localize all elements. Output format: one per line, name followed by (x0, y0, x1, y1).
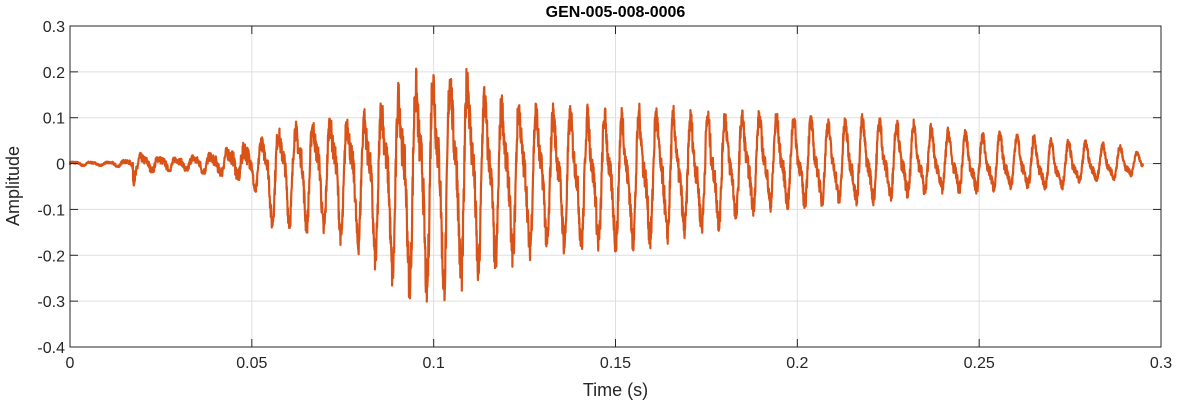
x-axis-label: Time (s) (583, 380, 648, 400)
x-tick-label: 0.25 (964, 355, 995, 372)
y-tick-label: -0.2 (37, 248, 65, 265)
x-tick-label: 0.05 (236, 355, 267, 372)
y-tick-label: 0.1 (43, 111, 65, 128)
x-tick-label: 0.1 (423, 355, 445, 372)
x-tick-label: 0.3 (1150, 355, 1172, 372)
y-tick-label: 0.2 (43, 65, 65, 82)
chart-title: GEN-005-008-0006 (546, 4, 686, 21)
ticks: 0 0.05 0.1 0.15 0.2 0.25 0.3 -0.4 -0.3 -0.2 -0.1 0 0… (37, 19, 1172, 372)
y-tick-label: -0.4 (37, 340, 65, 357)
y-axis-label: Amplitude (3, 146, 23, 226)
y-tick-label: 0 (56, 157, 65, 174)
y-tick-label: -0.1 (37, 202, 65, 219)
y-tick-label: 0.3 (43, 19, 65, 36)
x-tick-label: 0.15 (600, 355, 631, 372)
x-tick-label: 0 (66, 355, 75, 372)
plot-area (68, 67, 1144, 303)
signal-line (68, 67, 1144, 303)
y-tick-label: -0.3 (37, 294, 65, 311)
x-tick-label: 0.2 (786, 355, 808, 372)
